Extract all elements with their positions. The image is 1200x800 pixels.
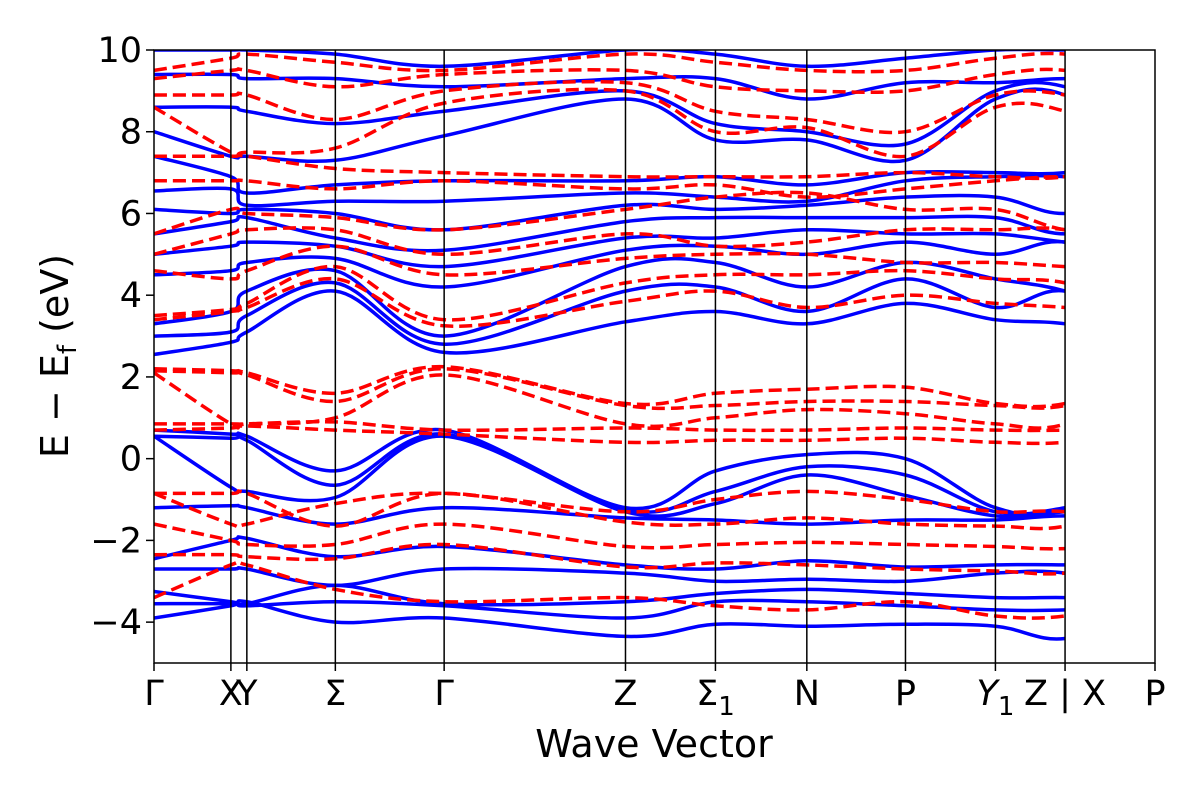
x-tick-label: Γ [144, 674, 164, 714]
x-tick-label: Z [613, 674, 637, 714]
y-axis-label-unit: (eV) [33, 254, 77, 345]
y-axis-label: E − Ef (eV) [33, 254, 83, 458]
x-tick-label: N [794, 674, 820, 714]
x-tick-label-main: Z [613, 674, 637, 714]
solid-band-line [154, 80, 1066, 148]
y-axis-label-sub: f [53, 344, 83, 354]
dashed-band-line [154, 522, 1066, 551]
y-tick-label: 0 [120, 440, 142, 480]
x-tick-label-main: P [895, 674, 916, 714]
kpoint-divider-lines [230, 50, 1066, 663]
dashed-band-line [154, 174, 1066, 199]
dashed-band-line [154, 489, 1066, 531]
dashed-band-line [154, 371, 1066, 430]
x-tick-label-main: Y [235, 674, 258, 714]
x-tick-label-sub: 1 [998, 692, 1015, 722]
solid-band-line [154, 566, 1066, 588]
dashed-band-line [154, 559, 1066, 620]
x-tick-label: Γ [434, 674, 454, 714]
dashed-band-line [154, 419, 1066, 433]
dashed-band-line [154, 364, 1066, 409]
y-tick-label: −4 [90, 603, 142, 643]
x-tick-label-main: N [794, 674, 820, 714]
y-tick-label: 6 [120, 194, 142, 234]
x-tick-label-main: P [1144, 674, 1165, 714]
x-tick-label: P [1144, 674, 1165, 714]
x-tick-label-main: Z | X [1024, 674, 1106, 714]
dashed-band-line [154, 264, 1066, 322]
solid-band-line [154, 289, 1066, 357]
dashed-band-line [154, 489, 1066, 530]
dashed-band-line [154, 367, 1066, 411]
y-axis-ticks: −4 −2 0 2 4 6 8 10 [90, 31, 154, 643]
dashed-band-line [154, 424, 1066, 446]
x-tick-label-sub: 1 [718, 692, 735, 722]
dashed-band-line [154, 542, 1066, 576]
dashed-band-series [154, 51, 1066, 620]
x-tick-label: Σ [324, 674, 346, 714]
y-tick-label: 4 [120, 276, 142, 316]
y-tick-label: 8 [120, 113, 142, 153]
x-tick-label-main: X [219, 674, 243, 714]
x-tick-label-main: Σ [696, 674, 718, 714]
dashed-band-line [154, 277, 1066, 328]
solid-band-series [154, 50, 1066, 641]
x-tick-label-main: Γ [434, 674, 454, 714]
x-tick-label: Σ1 [696, 674, 735, 722]
y-tick-label: 2 [120, 358, 142, 398]
plot-frame [153, 49, 1156, 664]
x-tick-label: Y1 [976, 674, 1014, 722]
x-tick-label: Z | X [1024, 674, 1106, 714]
x-tick-label: X [219, 674, 243, 714]
x-tick-label-main: Σ [324, 674, 346, 714]
y-tick-label: −2 [90, 521, 142, 561]
x-tick-label-main: Y [976, 674, 1000, 714]
x-tick-label: Y [235, 674, 258, 714]
dashed-band-line [154, 153, 1066, 181]
y-tick-label: 10 [97, 31, 142, 71]
bands-layer [154, 50, 1066, 641]
x-tick-label-main: Γ [144, 674, 164, 714]
y-axis-label-main: E − E [33, 354, 77, 458]
x-axis-label: Wave Vector [535, 722, 773, 766]
x-tick-label: P [895, 674, 916, 714]
